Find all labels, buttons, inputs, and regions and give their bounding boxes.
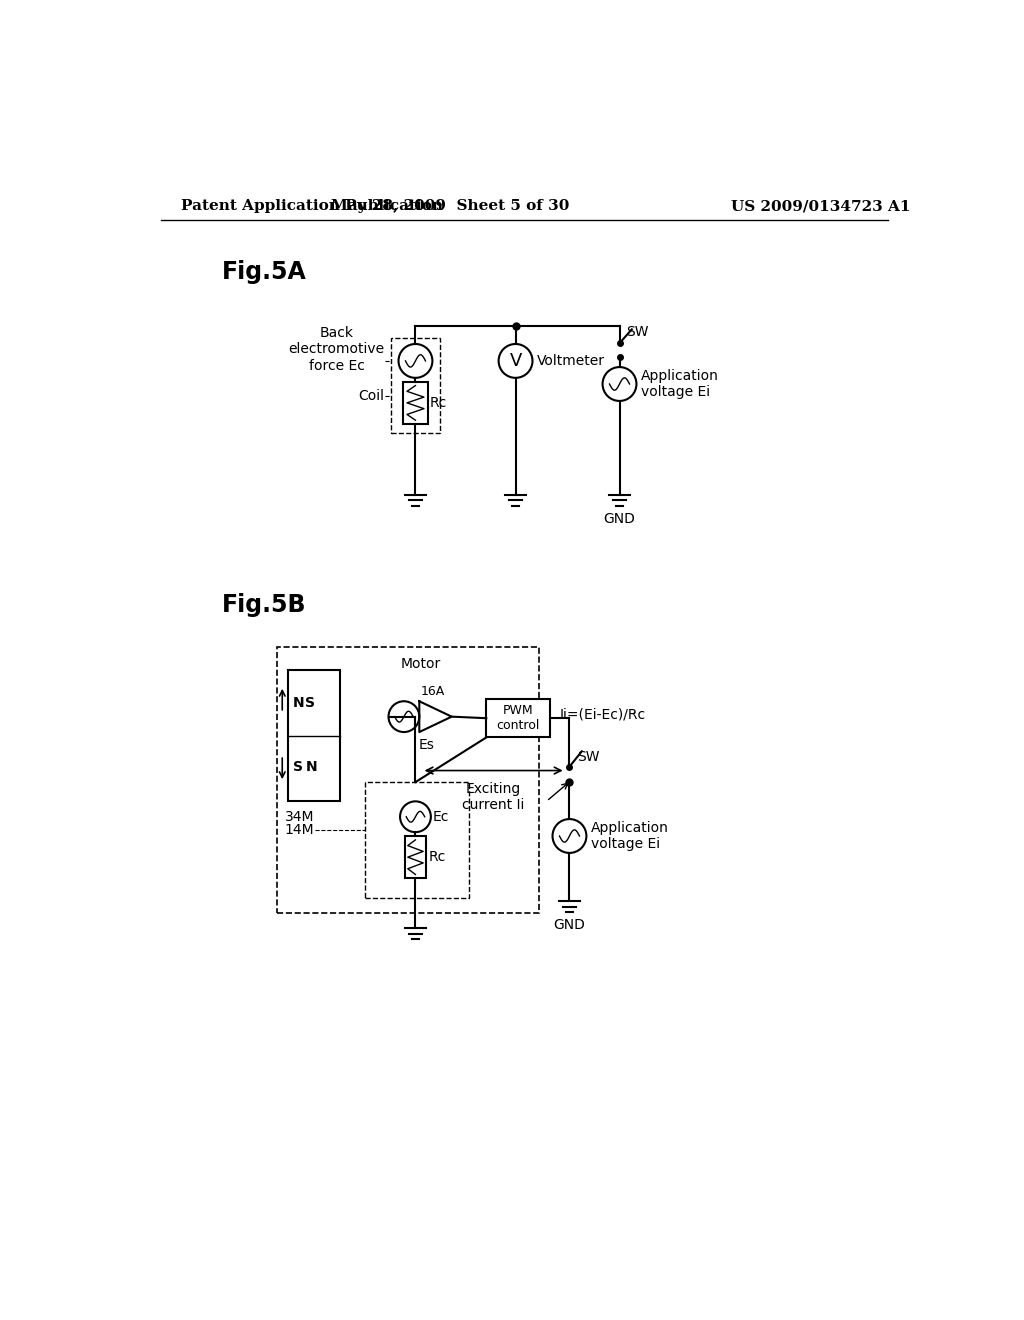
- Bar: [404, 836, 426, 878]
- Text: Motor: Motor: [400, 657, 441, 672]
- Text: Voltmeter: Voltmeter: [538, 354, 605, 368]
- Text: GND: GND: [603, 512, 636, 525]
- Text: GND: GND: [554, 919, 586, 932]
- Text: SW: SW: [626, 325, 648, 339]
- Text: Es: Es: [419, 738, 435, 752]
- Bar: [289, 671, 340, 801]
- Bar: [403, 381, 428, 424]
- Text: PWM
control: PWM control: [497, 704, 540, 733]
- Text: Rc: Rc: [429, 850, 445, 865]
- Text: 14M: 14M: [285, 824, 314, 837]
- Text: Patent Application Publication: Patent Application Publication: [180, 199, 442, 213]
- Text: Back
electromotive
force Ec: Back electromotive force Ec: [289, 326, 385, 372]
- Text: N: N: [293, 696, 305, 710]
- Bar: [276, 647, 539, 913]
- Text: Application
voltage Ei: Application voltage Ei: [591, 821, 669, 851]
- Bar: [366, 781, 469, 898]
- Text: V: V: [509, 352, 522, 370]
- Text: May 28, 2009  Sheet 5 of 30: May 28, 2009 Sheet 5 of 30: [331, 199, 569, 213]
- Bar: [486, 700, 550, 738]
- Text: 34M: 34M: [285, 809, 314, 824]
- Text: Rc: Rc: [430, 396, 447, 411]
- Text: SW: SW: [578, 750, 600, 764]
- Text: Ii=(Ei-Ec)/Rc: Ii=(Ei-Ec)/Rc: [559, 708, 645, 721]
- Text: S: S: [293, 760, 303, 774]
- Text: Application
voltage Ei: Application voltage Ei: [641, 368, 719, 399]
- Text: Exciting
current Ii: Exciting current Ii: [463, 781, 525, 812]
- Text: Fig.5B: Fig.5B: [221, 593, 306, 616]
- Text: N: N: [305, 760, 317, 774]
- Text: S: S: [305, 696, 315, 710]
- Text: Ec: Ec: [432, 809, 449, 824]
- Text: Fig.5A: Fig.5A: [221, 260, 306, 284]
- Text: Coil: Coil: [358, 388, 385, 403]
- Text: 16A: 16A: [421, 685, 445, 698]
- Bar: [391, 338, 440, 433]
- Text: US 2009/0134723 A1: US 2009/0134723 A1: [731, 199, 910, 213]
